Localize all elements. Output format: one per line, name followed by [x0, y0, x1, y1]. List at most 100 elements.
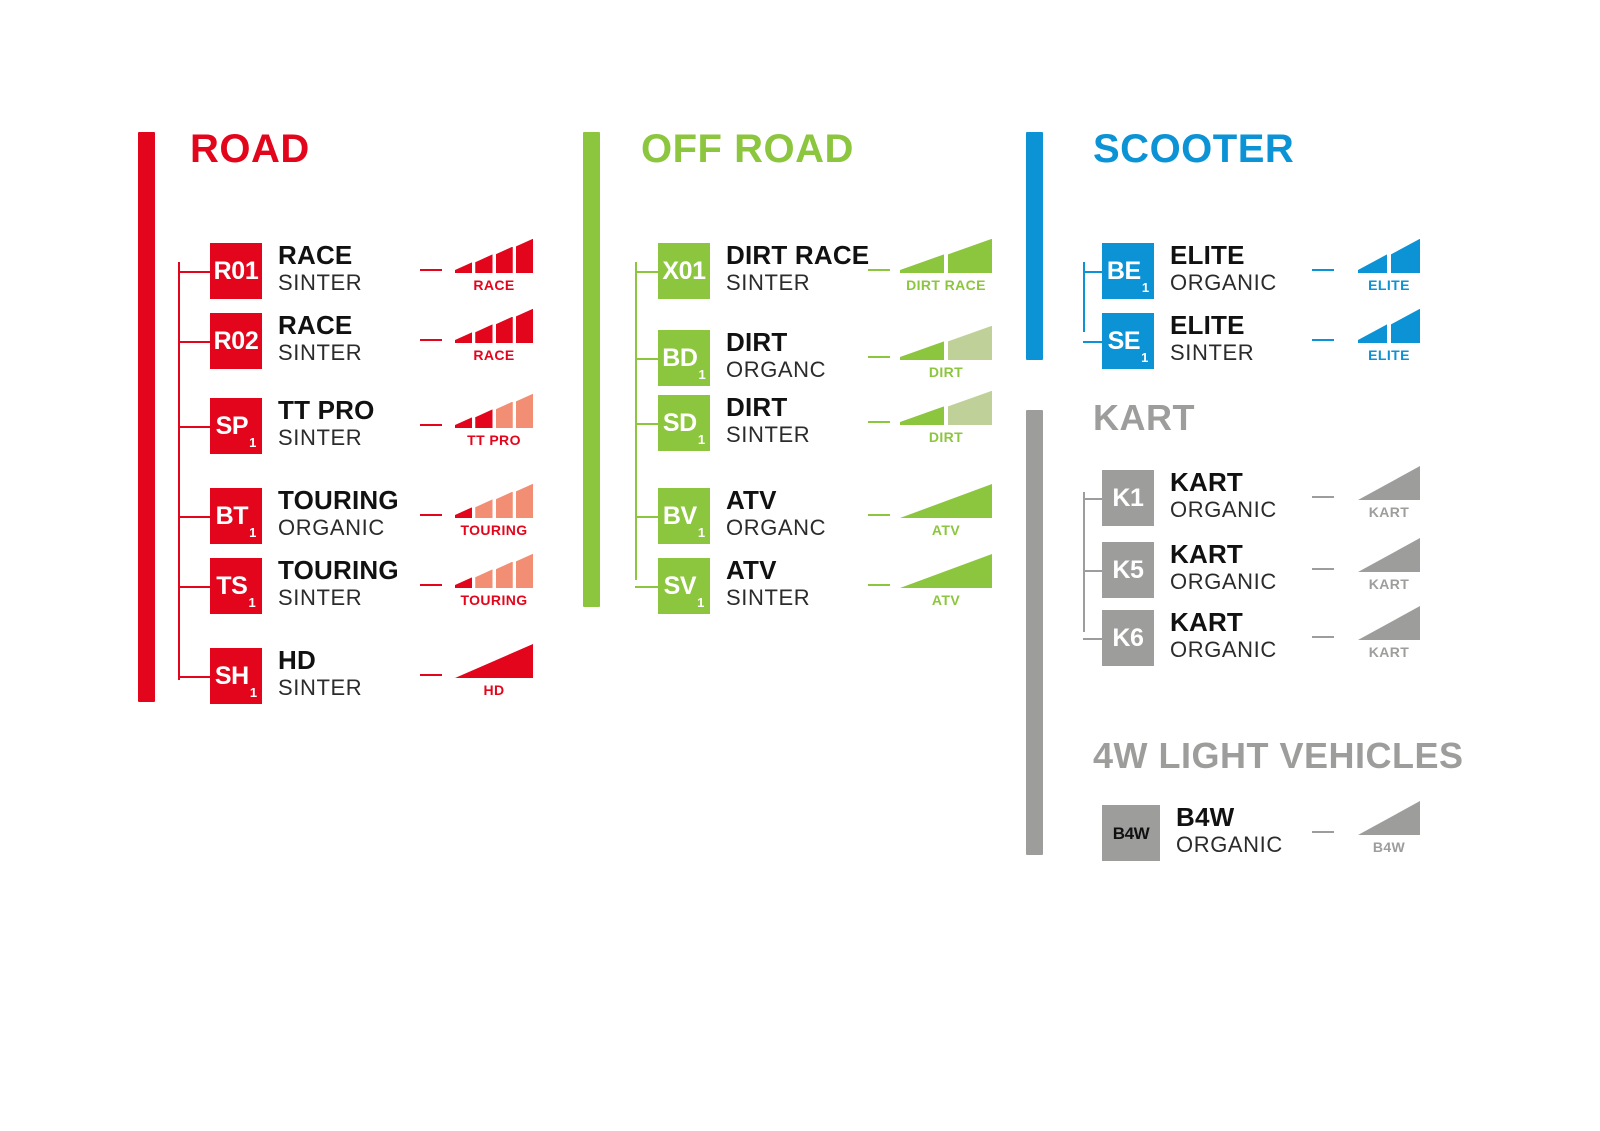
product-code-badge[interactable]: TS 1 — [210, 558, 262, 614]
product-row: BE 1 ELITE ORGANIC — [1102, 240, 1500, 301]
product-code: SE — [1107, 326, 1141, 355]
category-title-scooter: SCOOTER — [1093, 127, 1295, 171]
product-names: RACE SINTER — [278, 310, 363, 366]
product-material: SINTER — [278, 270, 363, 296]
tree-branch — [1083, 341, 1102, 343]
product-code-badge[interactable]: SV 1 — [658, 558, 710, 614]
product-row: BV 1 ATV ORGANC — [658, 486, 1500, 546]
product-name: TT PRO — [278, 395, 375, 425]
tree-branch — [635, 516, 658, 518]
tree-connector-offroad — [635, 262, 658, 588]
dash-connector — [420, 674, 442, 677]
tree-branch — [178, 341, 210, 343]
wedge-segment — [900, 554, 992, 588]
product-code-subscript: 1 — [1141, 350, 1149, 365]
product-code: K5 — [1112, 555, 1144, 584]
performance-wedge — [455, 308, 533, 343]
wedge-segment — [515, 393, 533, 428]
product-material: ORGANIC — [1170, 270, 1277, 296]
product-code-badge[interactable]: B4W — [1102, 805, 1160, 861]
product-material: ORGANIC — [1170, 569, 1277, 595]
wedge-segment — [455, 507, 473, 518]
tree-branch — [635, 423, 658, 425]
wedge-segment — [948, 238, 992, 273]
dash-connector — [868, 421, 890, 424]
product-name: ATV — [726, 486, 777, 515]
product-name: DIRT — [726, 328, 788, 357]
wedge-segment — [1358, 324, 1387, 343]
performance-icon: DIRT — [900, 325, 992, 382]
product-code-badge[interactable]: BV 1 — [658, 488, 710, 544]
product-code: SD — [662, 408, 697, 437]
product-code: K6 — [1112, 623, 1144, 652]
wedge-segment — [455, 417, 473, 428]
product-names: KART ORGANIC — [1170, 467, 1277, 522]
performance-label: HD — [483, 682, 505, 698]
product-code: BT — [215, 501, 249, 530]
product-name: ELITE — [1170, 240, 1245, 270]
performance-label: B4W — [1372, 839, 1406, 855]
product-code-subscript: 1 — [697, 432, 706, 447]
product-code-badge[interactable]: BD 1 — [658, 330, 710, 386]
dash-connector — [868, 269, 890, 272]
tree-trunk — [1083, 492, 1085, 632]
category-title-offroad: OFF ROAD — [641, 127, 854, 171]
dash-connector — [1312, 636, 1334, 639]
tree-branch — [1083, 638, 1102, 640]
product-material: ORGANC — [726, 515, 827, 541]
performance-wedge — [900, 325, 992, 360]
performance-wedge — [455, 644, 533, 678]
wedge-segment — [900, 406, 944, 425]
product-material: SINTER — [278, 340, 363, 366]
product-code-badge[interactable]: X01 — [658, 243, 710, 299]
product-code-badge[interactable]: R02 — [210, 313, 262, 369]
product-code: SP — [215, 411, 249, 440]
wedge-segment — [495, 491, 513, 518]
category-title-road: ROAD — [190, 127, 310, 171]
product-code-badge[interactable]: SH 1 — [210, 648, 262, 704]
product-material: ORGANIC — [278, 515, 385, 541]
tree-connector-kart — [1083, 492, 1102, 640]
product-names: DIRT ORGANC — [726, 328, 826, 382]
product-code-badge[interactable]: K5 — [1102, 542, 1154, 598]
product-code-subscript: 1 — [697, 595, 705, 610]
tree-trunk — [178, 262, 180, 680]
tree-trunk — [635, 262, 637, 580]
performance-label: KART — [1368, 644, 1410, 660]
product-code-badge[interactable]: R01 — [210, 243, 262, 299]
performance-label: KART — [1368, 504, 1410, 520]
wedge-segment — [515, 238, 533, 273]
tree-branch — [178, 516, 210, 518]
performance-wedge — [455, 553, 533, 588]
product-row: K5 KART ORGANIC — [1102, 539, 1500, 600]
performance-wedge — [455, 238, 533, 273]
product-code-badge[interactable]: SE 1 — [1102, 313, 1154, 369]
product-code-badge[interactable]: BT 1 — [210, 488, 262, 544]
performance-wedge — [1358, 801, 1420, 835]
dash-connector — [1312, 496, 1334, 499]
category-title-kart: KART — [1093, 397, 1195, 438]
performance-icon: TOURING — [455, 483, 533, 540]
product-material: SINTER — [278, 425, 363, 451]
product-row: TS 1 TOURING SINTER — [210, 555, 1500, 616]
product-code: BE — [1106, 256, 1141, 285]
performance-icon: KART — [1358, 538, 1420, 594]
tree-branch — [1083, 271, 1102, 273]
product-code-badge[interactable]: K1 — [1102, 470, 1154, 526]
dash-connector — [1312, 831, 1334, 834]
performance-label: TOURING — [460, 522, 528, 538]
product-code-badge[interactable]: BE 1 — [1102, 243, 1154, 299]
product-code-badge[interactable]: SP 1 — [210, 398, 262, 454]
dash-connector — [420, 424, 442, 427]
product-code: K1 — [1112, 483, 1144, 512]
product-code-badge[interactable]: SD 1 — [658, 395, 710, 451]
product-code: BV — [662, 501, 697, 530]
performance-icon: ELITE — [1358, 308, 1420, 365]
product-code-subscript: 1 — [249, 525, 257, 540]
product-name: HD — [278, 645, 316, 675]
product-names: ELITE SINTER — [1170, 310, 1254, 365]
product-code-badge[interactable]: K6 — [1102, 610, 1154, 666]
product-name: KART — [1170, 467, 1244, 497]
product-row: K1 KART ORGANIC — [1102, 467, 1500, 528]
tree-connector-scooter — [1083, 262, 1102, 343]
